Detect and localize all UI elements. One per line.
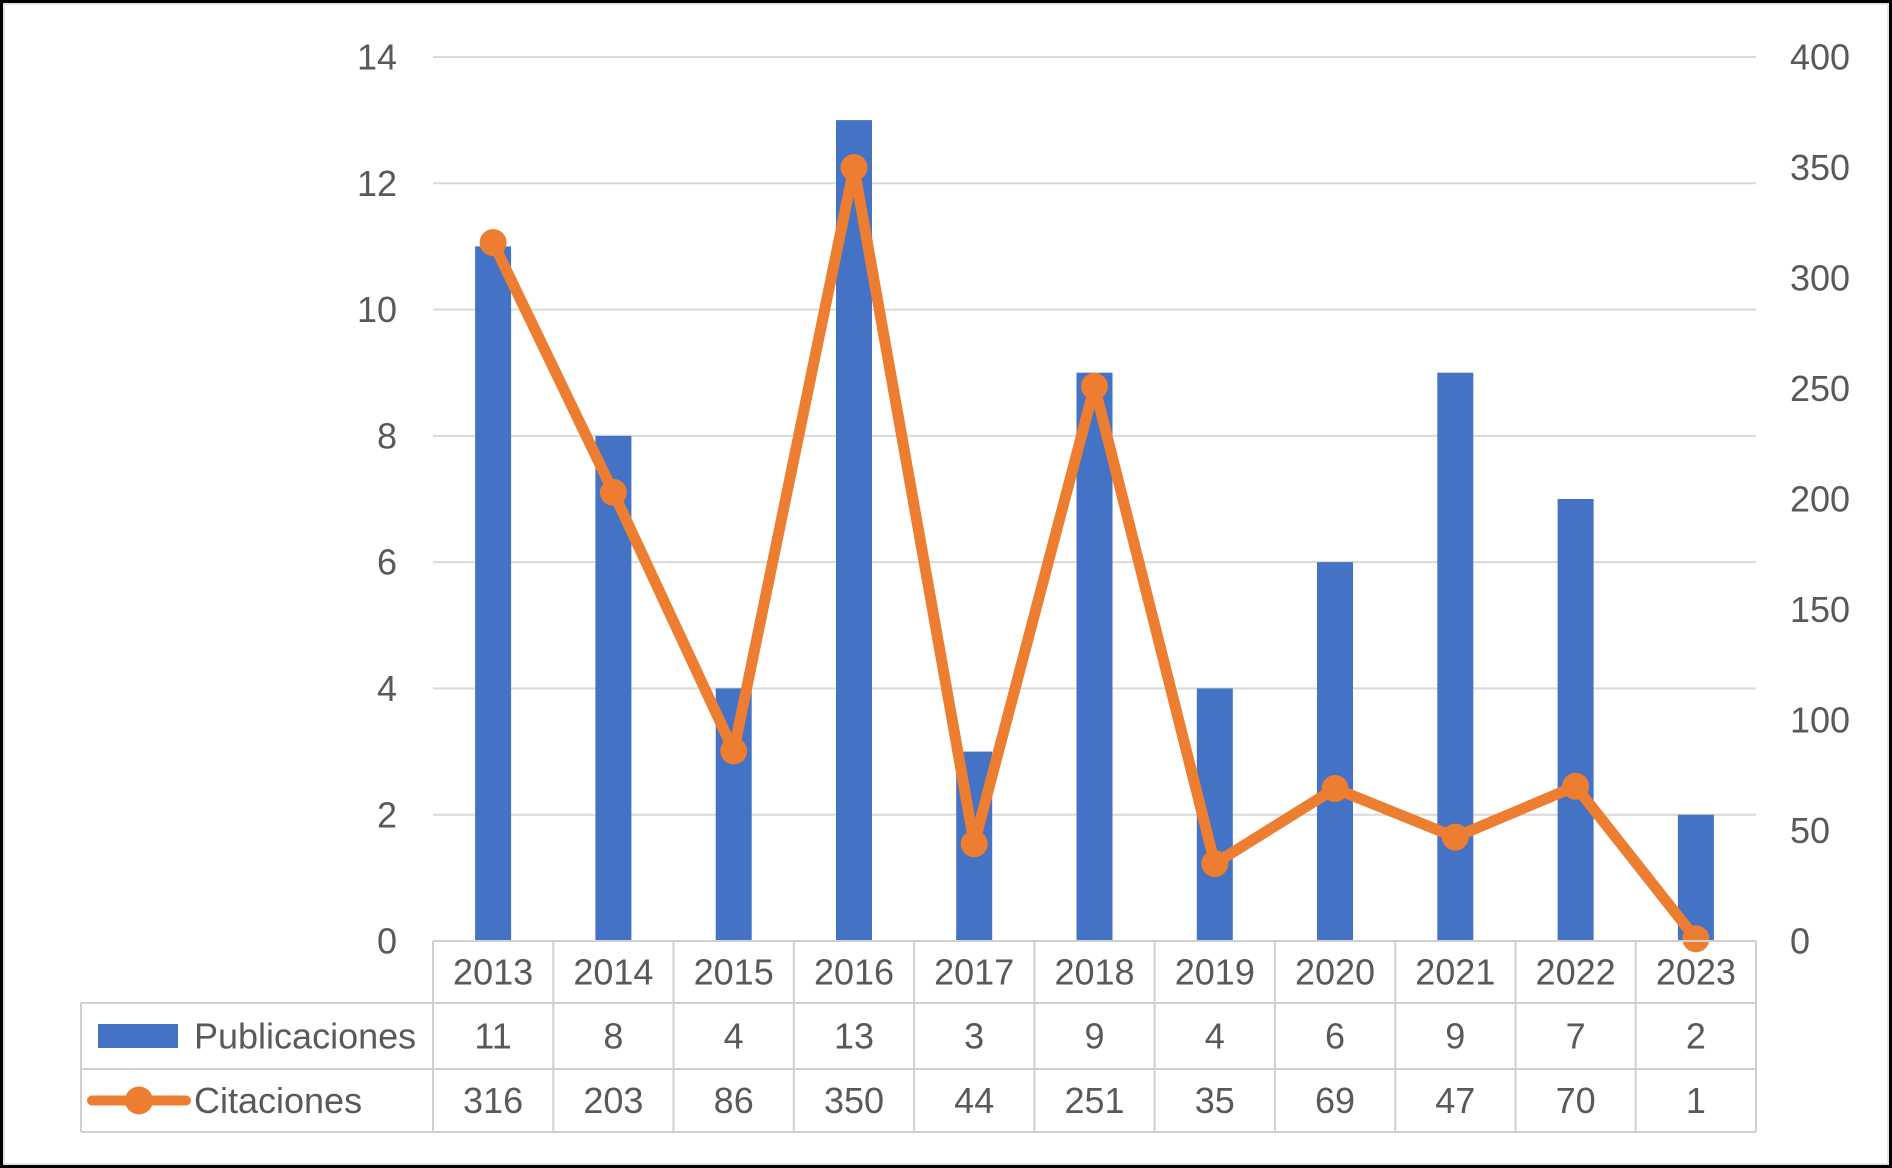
left-axis: 0 2 4 6 8 10 12 14: [357, 37, 397, 962]
year-header-cell: 2015: [694, 952, 774, 993]
table-cell-publicaciones-2023: 2: [1686, 1016, 1706, 1057]
line-marker-2023: [1682, 925, 1710, 953]
table-cell-citaciones-2015: 86: [714, 1080, 754, 1121]
right-axis-tick-label: 0: [1790, 921, 1810, 962]
year-header-cell: 2023: [1656, 952, 1736, 993]
right-axis-tick-label: 100: [1790, 700, 1850, 741]
bar-2020: [1317, 562, 1353, 941]
line-marker-2020: [1321, 775, 1349, 802]
left-axis-tick-label: 12: [357, 163, 397, 204]
table-cell-citaciones-2022: 70: [1556, 1080, 1596, 1121]
table-cell-publicaciones-2016: 13: [834, 1016, 874, 1057]
year-header-cell: 2016: [814, 952, 894, 993]
table-cell-citaciones-2021: 47: [1435, 1080, 1475, 1121]
table-cell-citaciones-2019: 35: [1195, 1080, 1235, 1121]
right-axis-tick-label: 350: [1790, 147, 1850, 188]
table-cell-publicaciones-2019: 4: [1205, 1016, 1225, 1057]
data-table: 2013 2014 2015 2016 2017 2018 2019 2020 2021 2022…: [80, 940, 1757, 1133]
table-cell-publicaciones-2022: 7: [1566, 1016, 1586, 1057]
right-axis-tick-label: 200: [1790, 479, 1850, 520]
year-header-cell: 2017: [934, 952, 1014, 993]
table-cell-publicaciones-2018: 9: [1084, 1016, 1104, 1057]
right-axis-tick-label: 50: [1790, 810, 1830, 851]
left-axis-tick-label: 14: [357, 37, 397, 78]
year-header-cell: 2022: [1536, 952, 1616, 993]
data-table-legend: Publicaciones Citaciones: [87, 1016, 416, 1121]
legend-publicaciones-label: Publicaciones: [194, 1016, 416, 1057]
table-cell-publicaciones-2014: 8: [603, 1016, 623, 1057]
left-axis-tick-label: 10: [357, 289, 397, 330]
year-header-cell: 2018: [1054, 952, 1134, 993]
year-header-cell: 2013: [453, 952, 533, 993]
bar-2018: [1076, 372, 1113, 941]
table-cell-publicaciones-2015: 4: [724, 1016, 744, 1057]
bar-2021: [1437, 372, 1474, 941]
year-header-cell: 2021: [1415, 952, 1495, 993]
year-header-cell: 2014: [573, 952, 653, 993]
table-cell-publicaciones-2021: 9: [1445, 1016, 1465, 1057]
bar-2022: [1557, 499, 1594, 941]
table-cell-citaciones-2016: 350: [824, 1080, 884, 1121]
bars-publicaciones: [475, 120, 1714, 942]
line-marker-2016: [840, 154, 868, 181]
table-cell-citaciones-2017: 44: [954, 1080, 994, 1121]
line-marker-2022: [1562, 772, 1590, 800]
table-cell-publicaciones-2013: 11: [474, 1016, 511, 1057]
line-marker-2013: [479, 229, 507, 257]
line-marker-2017: [960, 830, 988, 858]
legend-publicaciones-swatch: [98, 1024, 178, 1048]
year-header-cell: 2020: [1295, 952, 1375, 993]
table-cell-citaciones-2013: 316: [463, 1080, 523, 1121]
left-axis-tick-label: 4: [377, 668, 397, 709]
line-citaciones: [479, 154, 1710, 953]
gridlines: [433, 56, 1756, 816]
right-axis: 0 50 100 150 200 250 300 350 400: [1790, 37, 1850, 962]
table-cell-citaciones-2020: 69: [1315, 1080, 1355, 1121]
year-header-cell: 2019: [1175, 952, 1255, 993]
line-marker-2014: [599, 478, 627, 506]
legend-citaciones-label: Citaciones: [194, 1080, 362, 1121]
table-cell-citaciones-2018: 251: [1064, 1080, 1124, 1121]
line-marker-2019: [1201, 850, 1229, 878]
left-axis-tick-label: 2: [377, 794, 397, 835]
left-axis-tick-label: 8: [377, 416, 397, 457]
table-cell-publicaciones-2017: 3: [964, 1016, 984, 1057]
table-cell-citaciones-2014: 203: [583, 1080, 643, 1121]
table-cell-publicaciones-2020: 6: [1325, 1016, 1345, 1057]
right-axis-tick-label: 150: [1790, 589, 1850, 630]
legend-citaciones-marker-icon: [125, 1086, 153, 1115]
right-axis-tick-label: 300: [1790, 258, 1850, 299]
line-marker-2018: [1081, 372, 1108, 400]
line-marker-2015: [720, 737, 748, 765]
bar-2013: [475, 246, 512, 941]
table-cell-citaciones-2023: 1: [1686, 1080, 1706, 1121]
right-axis-tick-label: 400: [1790, 37, 1850, 78]
left-axis-tick-label: 6: [377, 542, 397, 583]
line-marker-2021: [1441, 823, 1469, 851]
right-axis-tick-label: 250: [1790, 368, 1850, 409]
left-axis-tick-label: 0: [377, 921, 397, 962]
